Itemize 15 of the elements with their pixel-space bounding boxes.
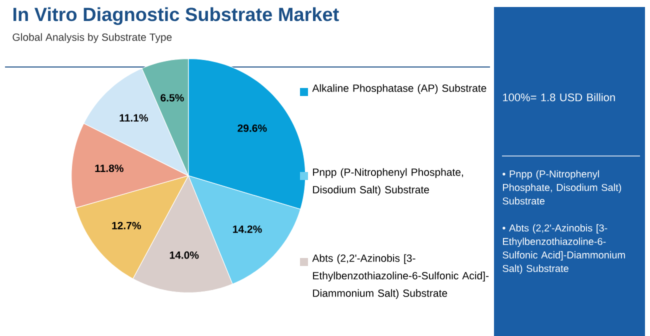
data-label: 11.8%: [95, 164, 124, 172]
text: • Pnpp (P-Nitrophenyl Phosphate, Disodium Salt) Substrate: [502, 170, 622, 205]
data-label: 6.5%: [160, 94, 184, 102]
data-label: 14.2%: [233, 225, 262, 233]
legend-label: Pnpp (P-Nitrophenyl Phosphate, Disodium Salt) Substrate: [313, 168, 463, 196]
legend-label: Abts (2,2'-Azinobis [3-Ethylbenzothiazoline-6-Sulfonic Acid]-Diammonium Salt) Substrate: [312, 254, 489, 299]
chart-subtitle: Global Analysis by Substrate Type: [12, 33, 172, 43]
legend-label: Alkaline Phosphatase (AP) Substrate: [312, 84, 486, 94]
data-label: 29.6%: [238, 124, 267, 132]
data-label: 11.1%: [120, 114, 148, 122]
text: 100%= 1.8 USD Billion: [503, 93, 615, 102]
data-label: 14.0%: [170, 251, 199, 259]
data-label: 12.7%: [112, 222, 141, 230]
text: • Abts (2,2'-Azinobis [3-Ethylbenzothiazoline-6-Sulfonic Acid]-Diammonium Salt) Substrate: [502, 224, 625, 274]
chart-title: In Vitro Diagnostic Substrate Market: [13, 7, 339, 25]
